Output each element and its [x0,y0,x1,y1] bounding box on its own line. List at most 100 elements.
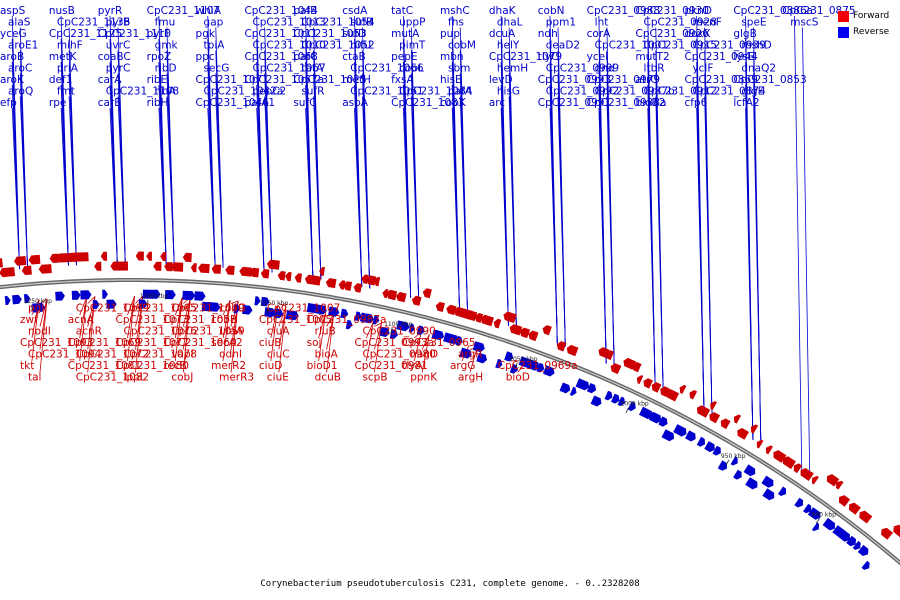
leader-line [127,295,136,362]
forward-gene [0,267,12,278]
forward-gene [733,414,742,424]
gene-label-dcua: dcuA [489,28,516,40]
gene-label-cpc231-1059: CpC231_1059 [171,326,244,338]
gene-label-cpc231-1057a: CpC231_1057a [244,74,324,86]
forward-gene [308,275,321,286]
gene-label-cpc231-1053: CpC231_1053 [293,28,366,40]
leader-line [469,347,478,373]
tick-label-1050-kbp: 1050 kbp [509,356,537,363]
forward-gene [14,256,27,266]
gene-label-cpc231-0981: CpC231_0981 [354,360,427,372]
gene-label-cpc231-1125: CpC231_1125 [49,28,122,40]
forward-gene [319,266,325,277]
leader-line [354,107,363,287]
gene-label-cobl: cobL [399,63,424,75]
forward-gene [800,468,814,481]
legend-reverse: Reverse [838,24,889,40]
forward-gene [115,261,128,271]
forward-gene [294,273,302,283]
forward-gene [190,263,197,273]
leader-line [79,296,88,339]
gene-label-cpc231-0874: CpC231_0874 [692,86,766,98]
leader-line [256,107,265,272]
gene-label-tlya: tlyA [402,360,423,372]
gene-label-glge: glgE [741,86,764,98]
gene-label-bioa: bioA [315,349,339,361]
reverse-gene [673,424,687,437]
reverse-gene [536,362,545,373]
gene-label-pup: pup [440,28,460,40]
leader-line [402,107,412,298]
leader-line [704,96,713,417]
gene-label-atrc: atrC [636,74,658,86]
gene-label-cfp6: cfp6 [684,97,707,109]
gene-label-tpia: tpiA [204,40,226,52]
gene-label-pyrf: pyrF [147,28,170,40]
reverse-gene [182,290,196,301]
gene-label-yceg: yceG [0,28,27,40]
forward-gene [56,253,69,263]
gene-label-biob2: bioB2 [636,97,666,109]
gene-label-cpc231-0939: CpC231_0939 [692,40,765,52]
leader-line [174,297,183,316]
reverse-gene [106,299,117,309]
forward-gene [146,251,152,261]
leader-line [366,321,374,339]
gene-label-riba: ribA [155,86,177,98]
reverse-gene [712,445,721,456]
gene-label-ribh: ribH [147,97,169,109]
gene-label-biod1: bioD1 [307,360,338,372]
gene-label-cobn: cobN [538,5,565,17]
gene-label-cpc231-1069: CpC231_1069 [68,337,141,349]
leader-line [802,27,811,478]
leader-line [318,312,327,339]
gene-label-cpc231-1083: CpC231_1083 [391,97,464,109]
reverse-gene [745,477,758,490]
gene-label-cpc231-1010: CpC231_1010 [252,40,325,52]
forward-gene [519,327,531,339]
leader-line [421,334,430,373]
leader-line [127,295,136,339]
gene-label-spee: speE [741,17,766,29]
reverse-gene [142,289,154,299]
gene-label-cpc231-0991: CpC231_0991 [538,97,611,109]
forward-gene [249,267,260,278]
forward-gene [411,295,422,306]
leader-line [365,321,374,362]
forward-gene [636,375,644,385]
gene-label-mutt2: mutT2 [636,51,670,63]
forward-gene [446,304,457,316]
gene-label-ltbr: ltbR [644,63,665,75]
reverse-gene [80,290,92,300]
reverse-gene [543,365,555,377]
gene-label-cpc231-1046: CpC231_1046 [196,97,270,109]
gene-label-rlub: rluB [315,326,336,338]
gene-label-dcub: dcuB [315,372,341,384]
gene-label-cpc231-0965: CpC231_0965 [402,337,475,349]
gene-label-dhak: dhaK [489,5,517,17]
forward-gene [239,266,253,277]
gene-label-gap: gap [204,17,224,29]
tick-label-1150-kbp: 1150 kbp [260,300,288,307]
gene-label-sufb: sufB [350,17,373,29]
gene-label-ciue: ciuE [267,372,289,384]
gene-label-cpc231-0930: CpC231_0930 [636,5,709,17]
reverse-gene [762,488,775,501]
reverse-gene [102,289,108,299]
forward-gene [366,275,377,286]
reverse-gene [472,341,485,353]
leader-line [655,96,664,391]
leader-line [174,297,183,339]
gene-label-ppnk: ppnK [410,372,438,384]
gene-label-whia: whiA [196,5,222,17]
reverse-gene [416,325,425,336]
gene-label-cpc231-1052: CpC231_1052 [301,40,374,52]
forward-gene [696,405,711,418]
gene-label-cara: carA [98,74,123,86]
leader-line [135,296,144,373]
leader-line [278,306,287,327]
gene-label-cpc231-0944: CpC231_0944 [684,51,758,63]
gene-label-pria: priA [57,63,79,75]
gene-label-tal: tal [28,372,41,384]
gene-label-cpc231-0912: CpC231_0912 [644,86,717,98]
